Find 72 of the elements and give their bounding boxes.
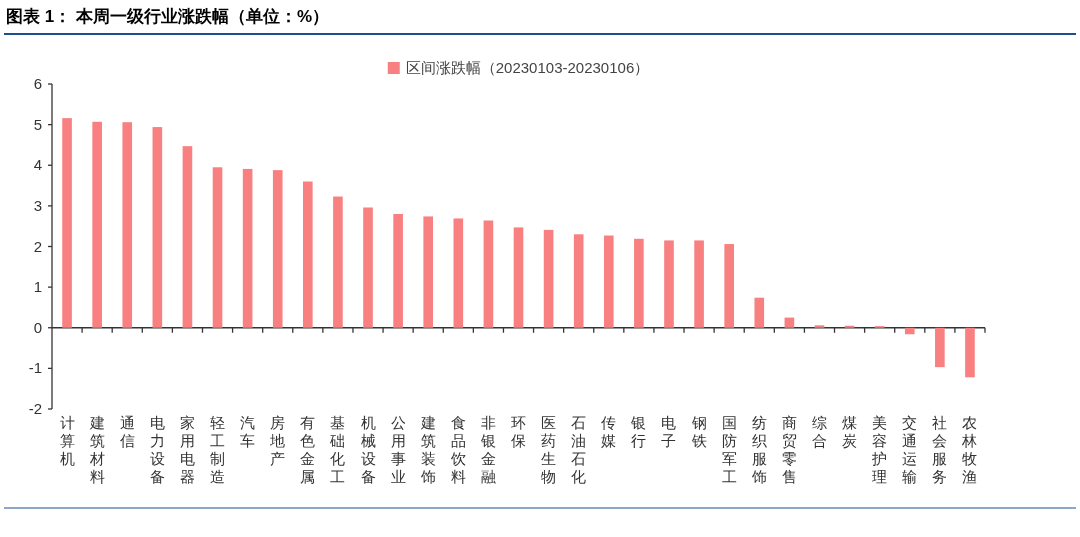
x-tick-label: 计算机: [59, 414, 75, 467]
bar: [483, 220, 494, 328]
bar: [573, 234, 584, 328]
x-tick-label: 煤炭: [842, 414, 858, 449]
x-tick-label: 综合: [811, 414, 827, 449]
x-tick-label: 轻工制造: [210, 414, 226, 485]
y-tick-label: 5: [33, 115, 42, 133]
x-tick-label: 汽车: [240, 414, 256, 449]
x-tick-label: 交通运输: [902, 414, 918, 485]
bar: [784, 317, 795, 328]
x-tick-label: 国防军工: [721, 414, 737, 485]
bar: [513, 227, 524, 328]
x-tick-label: 食品饮料: [449, 414, 466, 485]
bar: [333, 196, 343, 328]
bar: [92, 121, 102, 328]
bar: [122, 122, 133, 328]
x-tick-label: 建筑装饰: [419, 414, 436, 485]
x-tick-label: 通信: [119, 414, 135, 449]
bar: [543, 229, 554, 328]
bar: [754, 297, 765, 328]
chart-title: 图表 1： 本周一级行业涨跌幅（单位：%）: [6, 7, 330, 26]
x-tick-label: 有色金属: [300, 414, 316, 485]
bar: [634, 238, 644, 328]
bar: [423, 216, 434, 328]
y-tick-label: 0: [33, 318, 42, 336]
x-tick-label: 非银金融: [479, 414, 496, 485]
x-tick-label: 社会服务: [932, 414, 948, 485]
x-tick-label: 纺织服饰: [750, 414, 767, 485]
bar: [363, 207, 373, 328]
x-tick-label: 电子: [661, 414, 677, 449]
x-tick-label: 公用事业: [390, 414, 406, 485]
y-tick-label: 3: [33, 196, 42, 214]
bar: [393, 214, 403, 328]
x-tick-label: 房地产: [269, 414, 286, 467]
bar: [212, 167, 223, 328]
y-tick-label: 4: [33, 156, 42, 174]
bar: [664, 240, 674, 328]
y-tick-label: -2: [28, 400, 42, 417]
x-tick-label: 基础化工: [329, 414, 346, 485]
bar: [303, 181, 313, 328]
bar: [694, 240, 704, 328]
bar: [814, 325, 825, 328]
bar: [603, 235, 614, 328]
bar: [182, 146, 193, 328]
x-tick-label: 机械设备: [360, 414, 376, 485]
x-tick-label: 建筑材料: [88, 414, 105, 485]
x-tick-label: 电力设备: [149, 414, 165, 485]
legend-label: 区间涨跌幅（20230103-20230106）: [405, 59, 650, 76]
bar: [453, 218, 464, 328]
bar: [904, 327, 915, 335]
x-tick-label: 家用电器: [179, 414, 195, 485]
x-tick-label: 农林牧渔: [961, 414, 978, 485]
bar: [724, 244, 734, 328]
y-tick-label: 1: [33, 278, 42, 296]
bar: [62, 118, 72, 328]
x-tick-label: 石油石化: [571, 414, 587, 485]
x-tick-label: 钢铁: [690, 414, 707, 449]
bar: [844, 325, 855, 328]
y-tick-label: 6: [33, 75, 42, 92]
x-tick-label: 美容护理: [871, 414, 888, 485]
bar: [242, 168, 253, 328]
x-tick-label: 银行: [630, 414, 647, 449]
bar: [272, 170, 283, 328]
bar: [935, 327, 945, 368]
x-tick-label: 医药生物: [541, 414, 557, 485]
bar: [965, 327, 975, 378]
x-tick-label: 传媒: [601, 414, 617, 449]
bar: [152, 127, 163, 328]
x-tick-label: 商贸零售: [781, 414, 797, 485]
y-tick-label: 2: [33, 237, 42, 255]
y-tick-label: -1: [28, 359, 42, 377]
x-tick-label: 环保: [511, 414, 526, 449]
